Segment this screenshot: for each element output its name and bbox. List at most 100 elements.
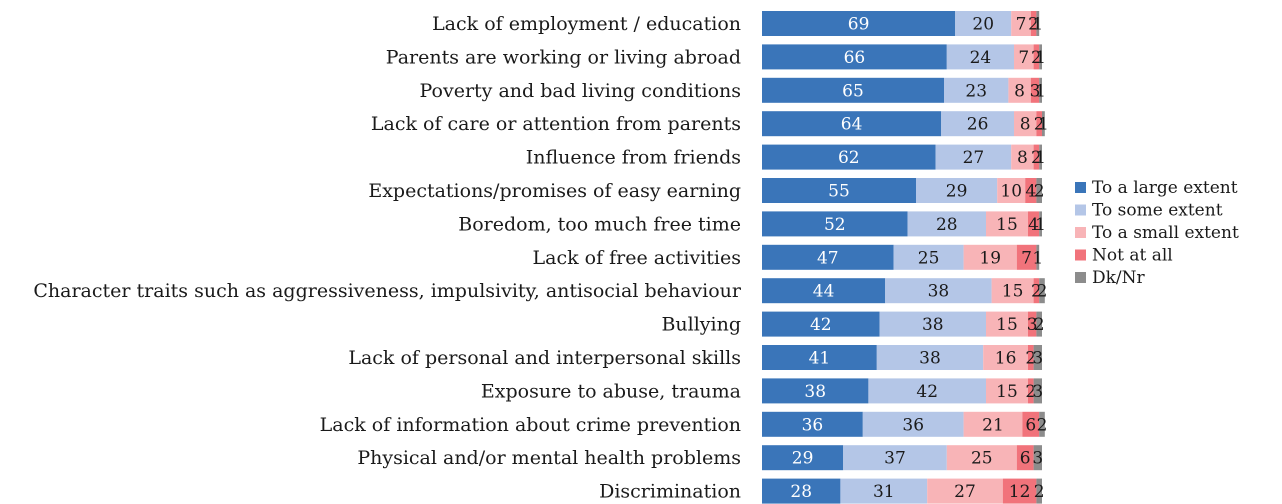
data-label: 24: [970, 48, 992, 68]
data-label: 25: [971, 449, 993, 469]
bar-segment: [1025, 178, 1037, 203]
data-label: 2: [1037, 415, 1048, 435]
data-label: 42: [810, 315, 832, 335]
data-label: 20: [972, 15, 994, 35]
bar-segment: [1033, 378, 1042, 404]
bar-segment: [1028, 311, 1037, 337]
bar-segment: [1036, 244, 1040, 270]
data-label: 8: [1014, 81, 1025, 101]
bar-segment: [1028, 211, 1040, 237]
data-label: 66: [844, 48, 866, 68]
bar-segment: [1030, 77, 1040, 103]
data-label: 3: [1032, 382, 1043, 402]
bar-segment: [1014, 111, 1037, 137]
legend-swatch: [1075, 272, 1086, 283]
bar-segment: [916, 178, 998, 203]
legend-label: Not at all: [1092, 246, 1173, 266]
bar-segment: [762, 478, 841, 504]
data-label: 15: [996, 315, 1018, 335]
data-label: 28: [790, 482, 812, 502]
data-label: 64: [841, 115, 863, 135]
bar-segment: [762, 44, 947, 70]
bar-segment: [1039, 77, 1042, 103]
bar-segment: [762, 178, 916, 203]
bar-segment: [986, 211, 1028, 237]
data-label: 2: [1034, 182, 1045, 202]
category-label: Expectations/promises of easy earning: [368, 180, 741, 202]
bar-segment: [963, 244, 1017, 270]
category-label: Bullying: [661, 314, 741, 336]
legend-swatch: [1075, 249, 1086, 261]
bar-segment: [1036, 111, 1042, 137]
bar-segment: [983, 345, 1028, 370]
data-label: 3: [1030, 81, 1041, 101]
bar-segment: [762, 144, 936, 170]
bar-segment: [1014, 44, 1034, 70]
category-label: Lack of employment / education: [432, 13, 741, 35]
data-label: 3: [1032, 449, 1043, 469]
bar-segment: [762, 278, 886, 304]
category-label: Physical and/or mental health problems: [357, 447, 741, 469]
bar-segment: [963, 411, 1023, 437]
data-label: 7: [1018, 48, 1029, 68]
data-label: 38: [919, 349, 941, 369]
data-label: 27: [954, 482, 976, 502]
bar-segment: [843, 445, 947, 471]
legend-swatch: [1075, 204, 1086, 216]
data-label: 8: [1017, 148, 1028, 168]
bar-segment: [1011, 144, 1034, 170]
data-label: 38: [804, 382, 826, 402]
data-label: 7: [1021, 248, 1032, 268]
data-label: 27: [963, 148, 985, 168]
category-label: Influence from friends: [526, 147, 741, 169]
data-label: 36: [802, 415, 824, 435]
bar-segment: [1039, 44, 1042, 70]
bar-segment: [762, 111, 942, 137]
data-label: 3: [1027, 315, 1038, 335]
bar-segment: [876, 345, 984, 370]
data-label: 10: [1000, 182, 1022, 202]
data-label: 12: [1009, 482, 1031, 502]
bar-segment: [1042, 111, 1045, 137]
bar-segment: [944, 77, 1009, 103]
bar-segment: [1036, 311, 1042, 337]
bar-segment: [986, 311, 1028, 337]
bar-segment: [1036, 178, 1042, 203]
bar-segment: [762, 311, 880, 337]
bar-segment: [868, 378, 986, 404]
data-label: 29: [946, 182, 968, 202]
bar-segment: [946, 44, 1014, 70]
data-label: 28: [936, 215, 958, 235]
data-label: 2: [1034, 482, 1045, 502]
data-label: 2: [1037, 282, 1048, 302]
legend-label: To some extent: [1092, 201, 1223, 221]
data-label: 29: [792, 449, 814, 469]
data-label: 15: [996, 215, 1018, 235]
bar-segment: [1028, 345, 1034, 370]
category-label: Lack of care or attention from parents: [371, 113, 741, 135]
data-label: 44: [813, 282, 835, 302]
legend-swatch: [1075, 182, 1086, 193]
bar-segment: [986, 378, 1028, 404]
category-label: Lack of personal and interpersonal skill…: [348, 347, 741, 369]
data-label: 15: [1002, 282, 1024, 302]
data-label: 2: [1034, 115, 1045, 135]
bar-segment: [762, 11, 956, 36]
category-label: Exposure to abuse, trauma: [481, 380, 741, 402]
data-label: 8: [1020, 115, 1031, 135]
legend-label: To a large extent: [1092, 178, 1238, 198]
data-label: 25: [918, 248, 940, 268]
bar-segment: [1036, 11, 1040, 36]
bar-segment: [862, 411, 964, 437]
bar-segment: [893, 244, 964, 270]
bar-segment: [1011, 11, 1031, 36]
data-label: 37: [884, 449, 906, 469]
data-label: 2: [1025, 382, 1036, 402]
bar-segment: [762, 378, 869, 404]
bar-segment: [885, 278, 992, 304]
data-label: 1: [1035, 215, 1046, 235]
bar-segment: [907, 211, 986, 237]
